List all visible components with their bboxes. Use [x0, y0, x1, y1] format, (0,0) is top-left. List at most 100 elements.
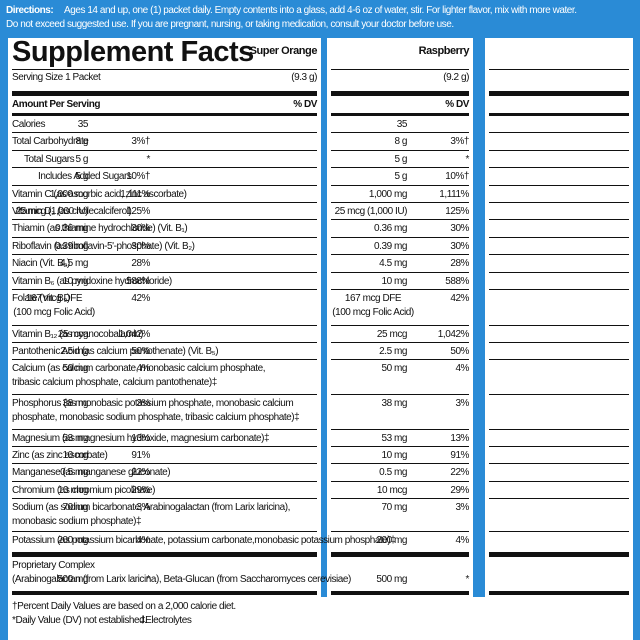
nutrient-name: Calcium (as calcium carbonate, monobasic…	[12, 363, 266, 374]
percent-dv: 42%	[450, 293, 469, 304]
percent-dv: 29%	[450, 485, 469, 496]
amount: 4.5 mg	[60, 258, 88, 269]
nutrient-name: Magnesium (as magnesium hydroxide, magne…	[12, 433, 270, 444]
amount: 25 mcg	[57, 329, 89, 340]
rule	[489, 167, 629, 168]
rule	[489, 394, 629, 395]
amount: 0.36 mg	[55, 223, 88, 234]
rule	[489, 446, 629, 447]
rule	[331, 219, 469, 220]
percent-dv: 13%	[131, 433, 150, 444]
percent-dv: 28%	[450, 258, 469, 269]
rule	[489, 237, 629, 238]
percent-dv: 1,111%	[439, 189, 469, 200]
amount: 167 mcg DFE	[344, 293, 402, 304]
rule	[12, 202, 317, 203]
rule	[331, 167, 469, 168]
rule	[489, 552, 629, 557]
amount: (100 mcg Folic Acid)	[332, 307, 414, 318]
directions-text: Ages 14 and up, one (1) packet daily. Em…	[64, 5, 577, 16]
amount: 4.5 mg	[379, 258, 407, 269]
rule	[12, 429, 317, 430]
amount: 0.5 mg	[60, 467, 88, 478]
rule	[331, 113, 469, 116]
dv-header: % DV	[293, 99, 317, 110]
rule	[489, 91, 629, 96]
rule	[12, 91, 317, 96]
footnote: *Daily Value (DV) not established.	[12, 615, 147, 626]
rule	[331, 446, 469, 447]
rule	[331, 498, 469, 499]
amount: 10 mg	[62, 450, 88, 461]
percent-dv: 30%	[450, 241, 469, 252]
rule	[12, 185, 317, 186]
amount: 5 g	[394, 154, 407, 165]
percent-dv: 91%	[450, 450, 469, 461]
nutrient-name: Total Sugars	[24, 154, 75, 165]
amount: 1,000 mg	[49, 189, 89, 200]
nutrient-name: Potassium (as potassium bicarbonate, pot…	[12, 535, 396, 546]
rule	[12, 552, 317, 557]
amount: 35	[396, 119, 408, 130]
rule	[331, 91, 469, 96]
rule	[489, 463, 629, 464]
nutrient-name: (Arabinogalactan (from Larix laricina), …	[12, 574, 351, 585]
rule	[331, 591, 469, 595]
rule	[489, 325, 629, 326]
rule	[12, 69, 317, 70]
nutrient-name: Calories	[12, 119, 46, 130]
rule	[12, 289, 317, 290]
amount: 2.5 mg	[60, 346, 88, 357]
amount: 10 mg	[62, 276, 88, 287]
rule	[12, 167, 317, 168]
amount: (100 mcg Folic Acid)	[13, 307, 95, 318]
rule	[12, 342, 317, 343]
rule	[331, 394, 469, 395]
rule	[12, 359, 317, 360]
percent-dv: 22%	[450, 467, 469, 478]
percent-dv: 30%	[450, 223, 469, 234]
rule	[489, 359, 629, 360]
rule	[489, 498, 629, 499]
nutrient-name: monobasic sodium phosphate)‡	[12, 516, 142, 527]
rule	[12, 591, 317, 595]
percent-dv: 4%	[455, 363, 469, 374]
rule	[12, 132, 317, 133]
amount: 0.36 mg	[374, 223, 407, 234]
amount: 500 mg	[376, 574, 407, 585]
amount: 5 g	[75, 154, 88, 165]
percent-dv: 1,042%	[118, 329, 151, 340]
percent-dv: 13%	[450, 433, 469, 444]
percent-dv: 3%	[455, 398, 469, 409]
nutrient-name: Vitamin C (as ascorbic acid, zinc ascorb…	[12, 189, 187, 200]
nutrient-name: Zinc (as zinc ascorbate)	[12, 450, 108, 461]
amount: 2.5 mg	[379, 346, 407, 357]
panel	[327, 38, 473, 597]
amount: 8 g	[394, 136, 407, 147]
rule	[489, 219, 629, 220]
amount: 38 mg	[62, 398, 88, 409]
nutrient-name: Proprietary Complex	[12, 560, 95, 571]
nutrient-name: Vitamin D₃ (as cholecalciferol)	[12, 206, 132, 217]
amount: 53 mg	[381, 433, 407, 444]
nutrient-name: Pantothenic Acid (as calcium pantothenat…	[12, 346, 219, 357]
dv-header: % DV	[445, 99, 469, 110]
serving-amount: (9.2 g)	[443, 72, 469, 83]
rule	[331, 531, 469, 532]
percent-dv: 588%	[126, 276, 150, 287]
title: Supplement Facts	[12, 36, 254, 68]
rule	[489, 429, 629, 430]
rule	[331, 185, 469, 186]
percent-dv: 42%	[131, 293, 150, 304]
nutrient-name: Phosphorus (as monobasic potassium phosp…	[12, 398, 294, 409]
nutrient-name: Includes Added Sugars	[38, 171, 132, 182]
percent-dv: 3%	[455, 502, 469, 513]
percent-dv: 3%	[136, 398, 150, 409]
product-name: Super Orange	[249, 45, 318, 57]
percent-dv: *	[465, 154, 470, 165]
percent-dv: *	[146, 154, 151, 165]
rule	[12, 150, 317, 151]
rule	[12, 272, 317, 273]
amount: 5 g	[394, 171, 407, 182]
